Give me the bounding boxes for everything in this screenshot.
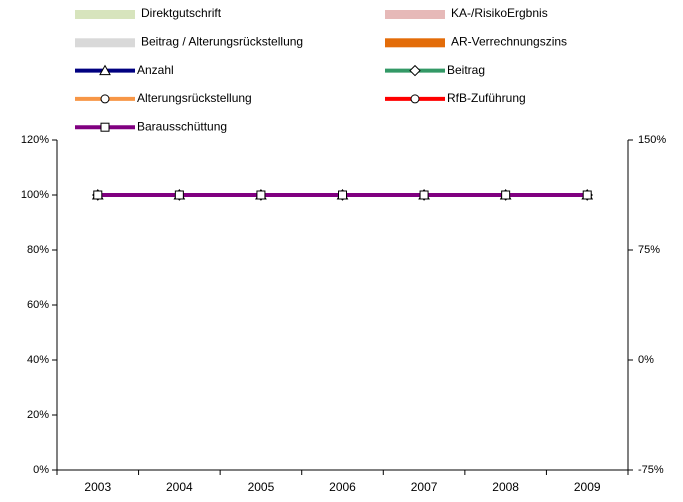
legend-label: Beitrag <box>447 63 485 77</box>
legend-swatch <box>75 38 135 48</box>
point <box>419 190 429 200</box>
legend-marker <box>409 64 421 77</box>
point <box>256 190 266 200</box>
x-tick-label: 2005 <box>248 480 275 494</box>
y-tick-label: 100% <box>21 189 49 201</box>
legend-swatch <box>75 10 135 19</box>
legend-label: AR-Verrechnungszins <box>451 34 567 48</box>
y-tick-label: 40% <box>27 354 49 366</box>
point <box>93 190 103 200</box>
legend-label: Anzahl <box>137 63 174 77</box>
y2-tick-label: 0% <box>638 354 654 366</box>
y2-tick-label: 75% <box>638 244 660 256</box>
x-tick-label: 2009 <box>574 480 601 494</box>
legend-label: Barausschüttung <box>137 119 227 133</box>
legend-label: Direktgutschrift <box>141 6 222 20</box>
y2-tick-label: 150% <box>638 134 666 146</box>
x-tick-label: 2007 <box>411 480 438 494</box>
legend-marker <box>99 64 111 76</box>
x-tick-label: 2006 <box>329 480 356 494</box>
legend-marker <box>410 94 420 104</box>
x-tick-label: 2003 <box>84 480 111 494</box>
legend-marker <box>100 122 110 132</box>
point <box>338 190 347 200</box>
x-tick-label: 2004 <box>166 480 193 494</box>
legend-label: Beitrag / Alterungsrückstellung <box>141 34 303 48</box>
y-tick-label: 60% <box>27 299 49 311</box>
point <box>501 190 511 200</box>
x-tick-label: 2008 <box>492 480 519 494</box>
y2-tick-label: -75% <box>638 464 664 476</box>
point <box>582 190 592 200</box>
point <box>174 190 184 200</box>
legend-swatch <box>385 10 445 19</box>
legend-swatch <box>385 38 445 48</box>
legend-label: RfB-Zuführung <box>447 91 526 105</box>
y-tick-label: 120% <box>21 134 49 146</box>
legend-label: Alterungsrückstellung <box>137 91 252 105</box>
y-tick-label: 80% <box>27 244 49 256</box>
legend-marker <box>100 94 110 104</box>
y-tick-label: 0% <box>33 464 49 476</box>
legend-label: KA-/RisikoErgbnis <box>451 6 548 20</box>
y-tick-label: 20% <box>27 409 49 421</box>
